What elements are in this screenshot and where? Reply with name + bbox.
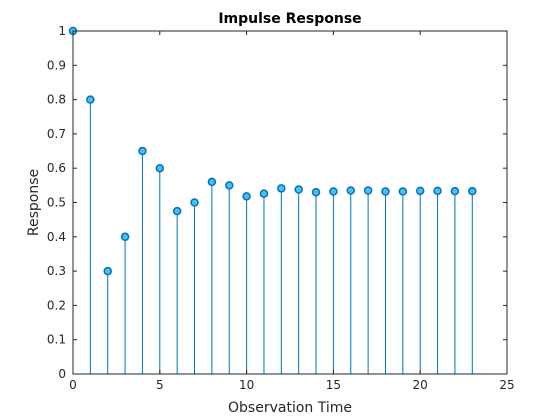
stem-marker — [381, 187, 390, 196]
stems-layer — [72, 31, 473, 374]
stem-marker — [138, 146, 147, 156]
stem-marker — [450, 186, 460, 196]
stem-marker — [398, 187, 408, 196]
x-tick-label: 15 — [326, 378, 341, 392]
stem-marker — [415, 186, 425, 196]
chart-title: Impulse Response — [218, 11, 361, 27]
stem-marker — [86, 95, 95, 104]
stem-marker — [468, 186, 477, 196]
x-ticks: 0 5 10 15 20 25 — [69, 31, 515, 392]
stem-marker — [363, 186, 373, 195]
y-ticks: 0 0.1 0.2 0.3 0.4 0.5 0.6 0.7 0.8 0.9 1 — [47, 24, 507, 381]
stem-marker — [103, 266, 112, 276]
y-tick-label: 0.3 — [47, 264, 66, 278]
stem-marker — [346, 186, 356, 195]
y-tick-label: 0.4 — [47, 230, 66, 244]
stem-marker — [207, 177, 217, 187]
markers-layer — [68, 26, 477, 276]
stem-marker — [311, 187, 321, 197]
x-tick-label: 5 — [156, 378, 164, 392]
y-tick-label: 0.5 — [47, 196, 66, 210]
stem-marker — [242, 192, 251, 201]
plot-area — [73, 31, 507, 374]
x-tick-label: 25 — [499, 378, 514, 392]
stem-marker — [172, 206, 182, 216]
x-tick-label: 0 — [69, 378, 77, 392]
y-tick-label: 0.7 — [47, 127, 66, 141]
y-tick-label: 0.8 — [47, 93, 66, 107]
stem-marker — [329, 187, 338, 196]
stem-marker — [259, 189, 269, 198]
stem-marker — [224, 181, 234, 190]
stem-marker — [433, 186, 442, 196]
x-tick-label: 10 — [239, 378, 254, 392]
y-tick-label: 0.2 — [47, 298, 66, 312]
y-tick-label: 0.9 — [47, 58, 66, 72]
x-tick-label: 20 — [413, 378, 428, 392]
x-axis-label: Observation Time — [228, 400, 352, 416]
y-tick-label: 1 — [58, 24, 66, 38]
stem-marker — [120, 232, 130, 242]
y-tick-label: 0.1 — [47, 333, 66, 347]
stem-marker — [294, 185, 303, 194]
y-tick-label: 0.6 — [47, 161, 66, 175]
y-axis-label: Response — [26, 169, 42, 236]
stem-marker — [277, 184, 286, 193]
stem-marker — [190, 198, 199, 207]
y-tick-label: 0 — [58, 367, 66, 381]
stem-marker — [155, 163, 165, 173]
